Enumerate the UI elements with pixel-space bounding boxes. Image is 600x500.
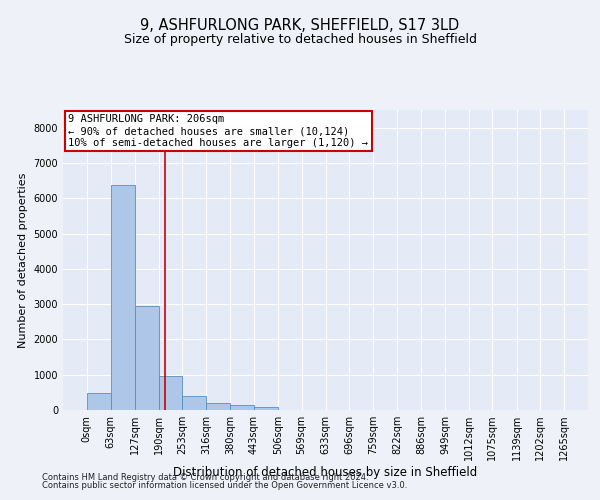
Text: 9, ASHFURLONG PARK, SHEFFIELD, S17 3LD: 9, ASHFURLONG PARK, SHEFFIELD, S17 3LD: [140, 18, 460, 32]
X-axis label: Distribution of detached houses by size in Sheffield: Distribution of detached houses by size …: [173, 466, 478, 479]
Text: 9 ASHFURLONG PARK: 206sqm
← 90% of detached houses are smaller (10,124)
10% of s: 9 ASHFURLONG PARK: 206sqm ← 90% of detac…: [68, 114, 368, 148]
Text: Size of property relative to detached houses in Sheffield: Size of property relative to detached ho…: [124, 32, 476, 46]
Y-axis label: Number of detached properties: Number of detached properties: [18, 172, 28, 348]
Bar: [230, 404, 254, 410]
Bar: [206, 403, 230, 410]
Bar: [110, 185, 135, 410]
Bar: [158, 376, 182, 410]
Bar: [135, 306, 158, 410]
Text: Contains HM Land Registry data © Crown copyright and database right 2024.: Contains HM Land Registry data © Crown c…: [42, 472, 368, 482]
Bar: [87, 393, 110, 410]
Text: Contains public sector information licensed under the Open Government Licence v3: Contains public sector information licen…: [42, 481, 407, 490]
Bar: [254, 408, 278, 410]
Bar: [182, 396, 206, 410]
